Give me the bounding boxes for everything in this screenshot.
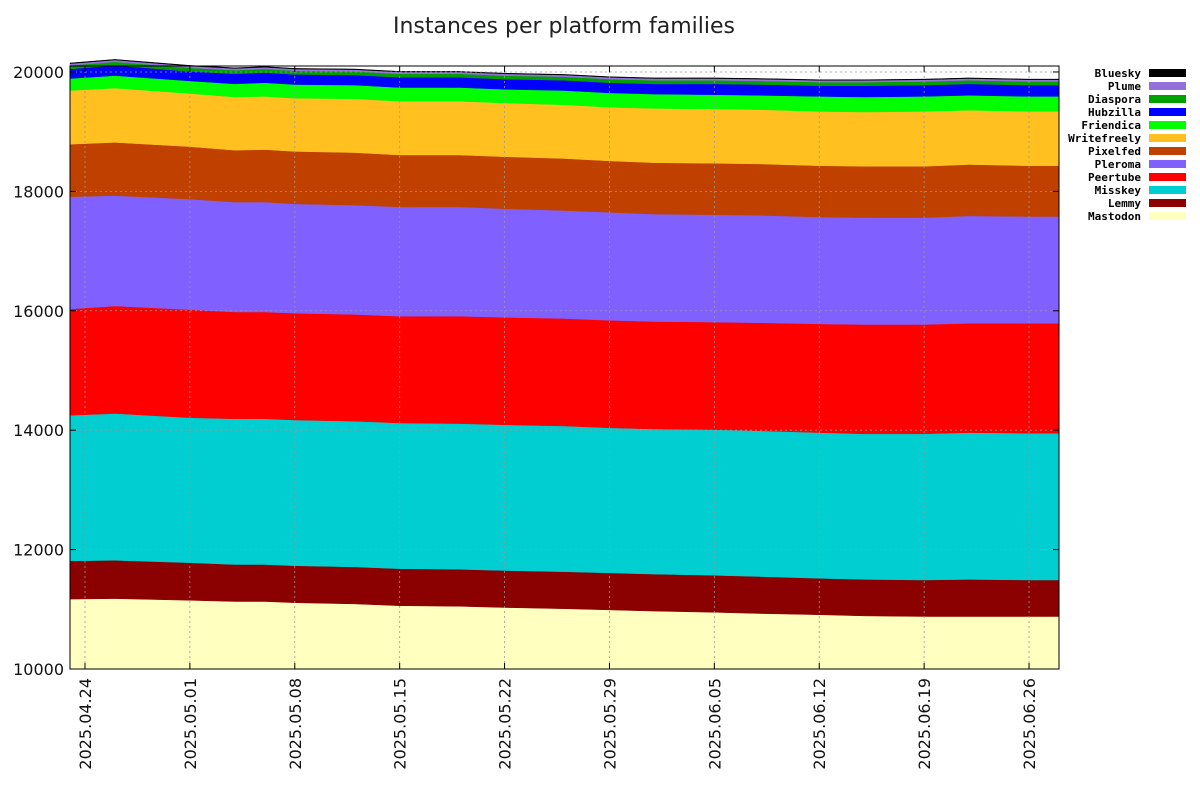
x-tick-label-2025-06-26: 2025.06.26 [1020, 678, 1039, 770]
legend-label-writefreely: Writefreely [1068, 132, 1141, 145]
x-tick-label-2025-04-24: 2025.04.24 [76, 678, 95, 770]
plot-frame [69, 65, 1060, 670]
y-tick-label-12000: 12000 [13, 541, 64, 560]
area-peertube [69, 305, 1060, 435]
legend-label-pixelfed: Pixelfed [1088, 145, 1141, 158]
legend-swatch-mastodon [1149, 212, 1186, 220]
legend-label-lemmy: Lemmy [1108, 197, 1141, 210]
area-misskey [69, 413, 1060, 581]
legend-swatch-diaspora [1149, 95, 1186, 103]
legend-swatch-writefreely [1149, 134, 1186, 142]
axis-ticks: 10000 12000 14000 16000 18000 20000 2025.04.24… [13, 63, 1059, 770]
legend-label-friendica: Friendica [1081, 119, 1141, 132]
area-series-group [69, 59, 1060, 670]
legend-swatch-bluesky [1149, 69, 1186, 77]
y-tick-label-18000: 18000 [13, 182, 64, 201]
x-tick-label-2025-05-29: 2025.05.29 [600, 678, 619, 770]
x-tick-label-2025-05-22: 2025.05.22 [496, 678, 515, 770]
x-tick-label-2025-05-08: 2025.05.08 [286, 678, 305, 770]
y-tick-label-20000: 20000 [13, 63, 64, 82]
legend-label-peertube: Peertube [1088, 171, 1141, 184]
y-tick-label-16000: 16000 [13, 302, 64, 321]
legend-label-bluesky: Bluesky [1095, 67, 1142, 80]
legend-swatch-peertube [1149, 173, 1186, 181]
x-tick-label-2025-06-05: 2025.06.05 [705, 678, 724, 770]
legend-label-plume: Plume [1108, 80, 1141, 93]
x-tick-label-2025-06-19: 2025.06.19 [915, 678, 934, 770]
grid-lines [70, 66, 1059, 670]
legend-label-mastodon: Mastodon [1088, 210, 1141, 223]
legend-swatch-pleroma [1149, 160, 1186, 168]
legend-swatch-plume [1149, 82, 1186, 90]
legend-swatch-misskey [1149, 186, 1186, 194]
legend-label-hubzilla: Hubzilla [1088, 106, 1141, 119]
legend-swatch-pixelfed [1149, 147, 1186, 155]
x-tick-label-2025-05-15: 2025.05.15 [391, 678, 410, 770]
legend-label-misskey: Misskey [1095, 184, 1142, 197]
legend: BlueskyPlumeDiasporaHubzillaFriendicaWri… [1068, 67, 1186, 223]
x-tick-label-2025-05-01: 2025.05.01 [181, 678, 200, 770]
chart-title: Instances per platform families [392, 14, 736, 39]
legend-swatch-hubzilla [1149, 108, 1186, 116]
x-tick-label-2025-06-12: 2025.06.12 [810, 678, 829, 770]
legend-label-diaspora: Diaspora [1088, 93, 1141, 106]
y-tick-label-14000: 14000 [13, 421, 64, 440]
legend-swatch-lemmy [1149, 199, 1186, 207]
y-tick-label-10000: 10000 [13, 660, 64, 679]
legend-label-pleroma: Pleroma [1095, 158, 1141, 171]
legend-swatch-friendica [1149, 121, 1186, 129]
